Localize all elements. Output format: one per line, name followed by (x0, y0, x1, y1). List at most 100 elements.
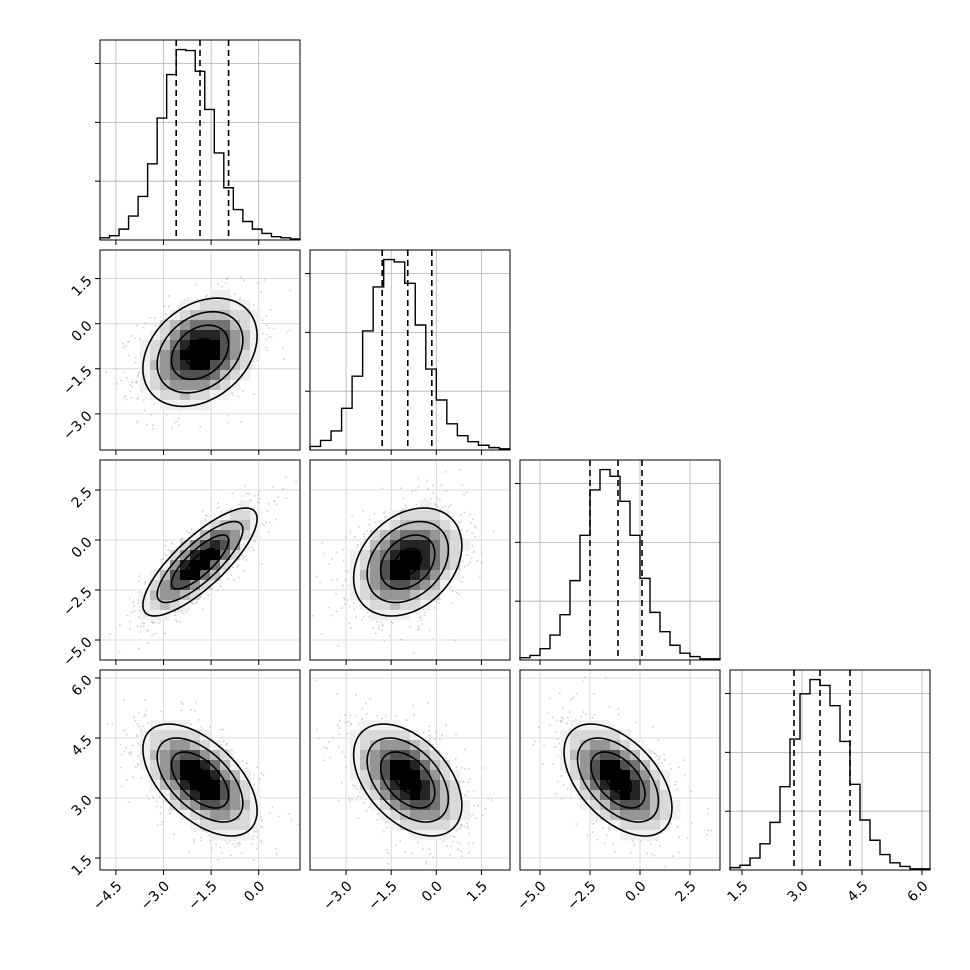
density-cell (160, 780, 171, 791)
density-cell (180, 340, 191, 351)
density-cell (210, 390, 221, 401)
density-cell (200, 750, 211, 761)
density-cell (150, 740, 161, 751)
density-cell (590, 790, 601, 801)
density-cell (170, 310, 181, 321)
density-cell (430, 570, 441, 581)
density-cell (220, 510, 231, 521)
density-cell (200, 370, 211, 381)
density-cell (420, 770, 431, 781)
density-cell (160, 790, 171, 801)
density-cell (430, 810, 441, 821)
density-cell (630, 760, 641, 771)
density-cell (150, 330, 161, 341)
density-cell (160, 600, 171, 611)
density-cell (170, 320, 181, 331)
density-cell (640, 830, 651, 841)
density-cell (400, 540, 411, 551)
density-cell (460, 540, 471, 551)
density-cell (160, 320, 171, 331)
density-cell (220, 550, 231, 561)
density-cell (440, 770, 451, 781)
density-cell (220, 520, 231, 531)
density-cell (190, 740, 201, 751)
density-cell (580, 740, 591, 751)
density-cell (230, 550, 241, 561)
density-cell (370, 780, 381, 791)
panel-contents (100, 250, 300, 450)
density-cell (240, 540, 251, 551)
density-cell (670, 800, 681, 811)
density-cell (210, 520, 221, 531)
x-tick-label: −4.5 (90, 878, 125, 913)
density-cell (390, 750, 401, 761)
density-cell (400, 610, 411, 621)
density-cell (360, 570, 371, 581)
panel-frame (309, 249, 511, 451)
y-tick-label: 0.0 (69, 534, 96, 561)
density-cell (240, 530, 251, 541)
density-cell (200, 820, 211, 831)
density-cell (210, 800, 221, 811)
density-cell (390, 760, 401, 771)
density-cell (180, 810, 191, 821)
contour-line (576, 737, 660, 823)
density-cell (420, 580, 431, 591)
density-cell (220, 820, 231, 831)
density-cell (160, 750, 171, 761)
density-cell (140, 600, 151, 611)
density-cell (610, 790, 621, 801)
density-cell (350, 580, 361, 591)
density-cell (220, 340, 231, 351)
density-cell (180, 720, 191, 731)
density-cell (400, 730, 411, 741)
density-cell (170, 570, 181, 581)
density-cell (140, 340, 151, 351)
density-cell (650, 800, 661, 811)
panel-frame (99, 459, 301, 661)
density-cell (660, 810, 671, 821)
scatter-panel-r4-c3 (519, 669, 721, 871)
density-cell (230, 770, 241, 781)
density-cell (190, 580, 201, 591)
density-cell (240, 800, 251, 811)
density-cell (160, 770, 171, 781)
density-cell (150, 720, 161, 731)
density-cell (230, 810, 241, 821)
density-cell (450, 790, 461, 801)
density-cell (440, 520, 451, 531)
density-cell (200, 550, 211, 561)
density-cell (450, 780, 461, 791)
density-cell (240, 820, 251, 831)
density-cell (390, 780, 401, 791)
density-cell (580, 770, 591, 781)
density-cell (140, 750, 151, 761)
density-cell (380, 590, 391, 601)
density-cell (410, 800, 421, 811)
density-cell (570, 740, 581, 751)
density-cell (620, 750, 631, 761)
x-tick-label: 0.0 (623, 878, 650, 905)
density-cell (640, 820, 651, 831)
density-cell (360, 720, 371, 731)
density-cell (360, 600, 371, 611)
density-cell (150, 350, 161, 361)
density-cell (250, 800, 261, 811)
density-cell (390, 560, 401, 571)
histogram-panel-2 (305, 249, 511, 451)
panel-frame (309, 459, 511, 661)
density-cell (450, 810, 461, 821)
density-cell (240, 350, 251, 361)
density-cell (420, 810, 431, 821)
density-cell (180, 390, 191, 401)
density-cell (150, 730, 161, 741)
panel-contents (100, 460, 300, 660)
density-cell (220, 540, 231, 551)
density-cell (180, 550, 191, 561)
density-cell (180, 300, 191, 311)
density-cell (380, 600, 391, 611)
density-cell (210, 760, 221, 771)
density-cell (190, 340, 201, 351)
density-cell (250, 820, 261, 831)
density-cell (610, 740, 621, 751)
